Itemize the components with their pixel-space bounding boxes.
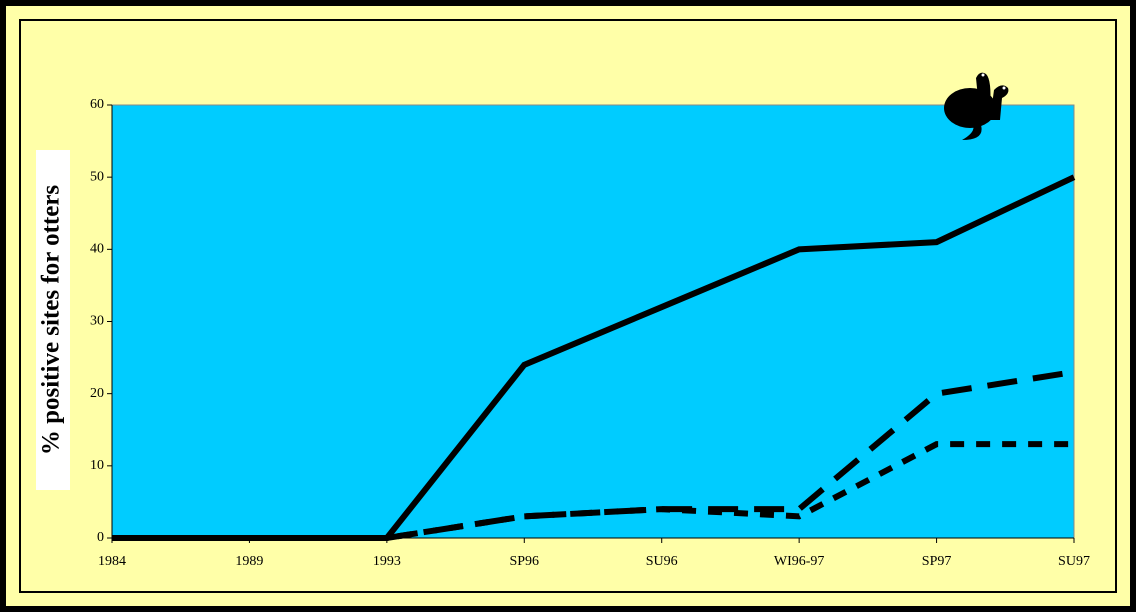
y-tick-label: 20 xyxy=(90,386,104,401)
y-axis-label: % positive sites for otters xyxy=(38,185,65,456)
y-tick-label: 50 xyxy=(90,169,104,184)
otter-icon xyxy=(944,72,1009,140)
x-tick-label: WI96-97 xyxy=(774,554,825,569)
x-tick-label: SP96 xyxy=(509,554,539,569)
x-tick-label: SU96 xyxy=(646,554,678,569)
chart-frame xyxy=(19,19,1117,593)
series-line xyxy=(112,441,1074,541)
y-tick-label: 10 xyxy=(90,458,104,473)
x-tick-label: 1993 xyxy=(373,554,401,569)
y-tick-label: 0 xyxy=(97,530,104,545)
y-tick-label: 40 xyxy=(90,242,104,257)
x-tick-label: 1989 xyxy=(235,554,263,569)
x-tick-label: SU97 xyxy=(1058,554,1090,569)
y-label-background xyxy=(36,150,70,490)
plot-area xyxy=(111,104,1075,539)
x-tick-label: SP97 xyxy=(922,554,952,569)
y-tick-label: 60 xyxy=(90,97,104,112)
y-tick-label: 30 xyxy=(90,314,104,329)
x-tick-label: 1984 xyxy=(98,554,126,569)
